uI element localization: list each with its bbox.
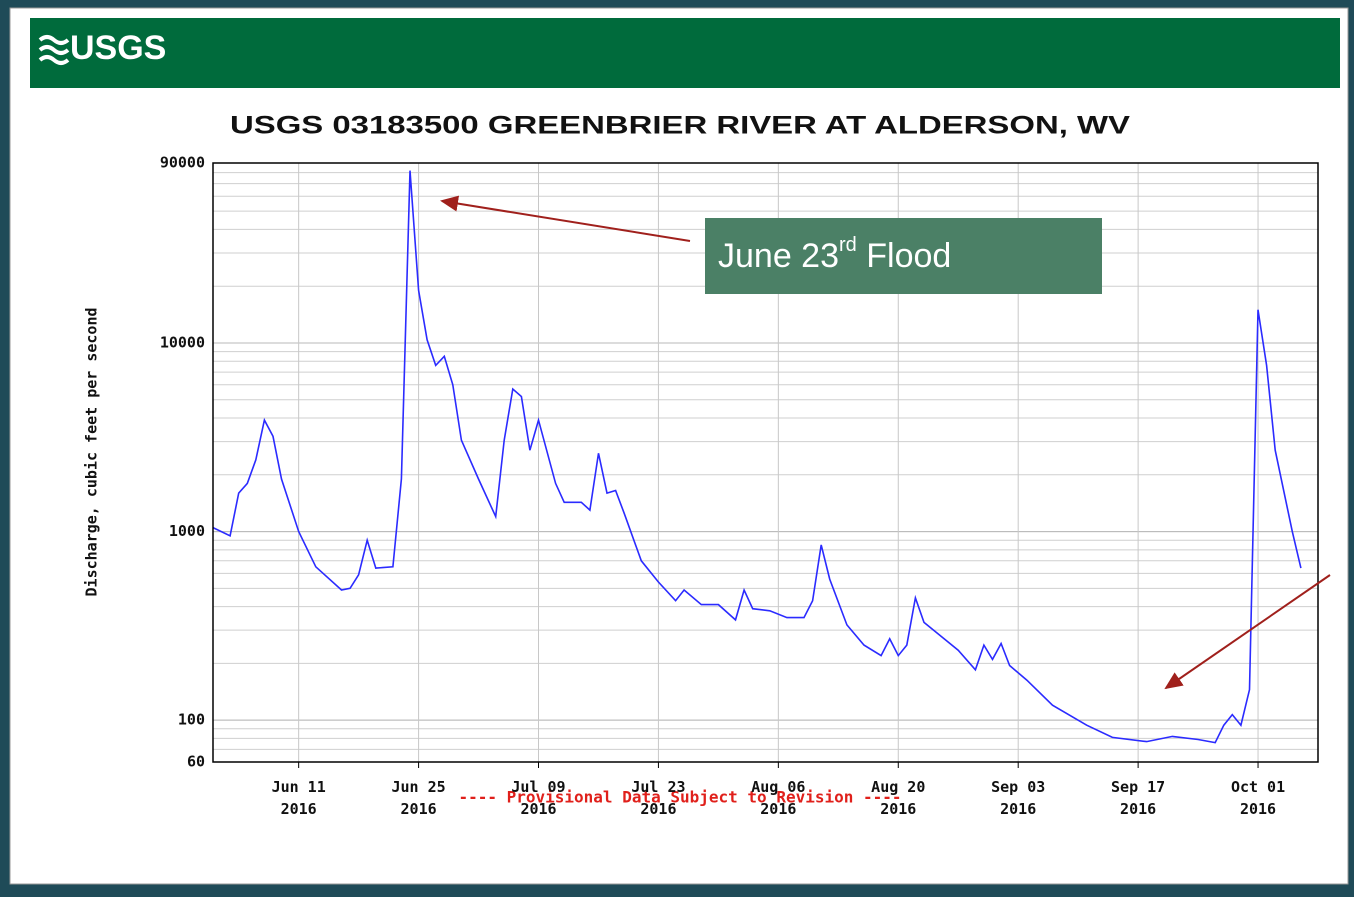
- x-tick-label: Oct 01 2016: [1231, 778, 1285, 818]
- annotation-box: [705, 218, 1102, 294]
- x-tick-label: Aug 20 2016: [871, 778, 925, 818]
- x-tick-label-line: 2016: [401, 800, 437, 818]
- x-tick-label-line: Jul 23: [631, 778, 685, 796]
- x-tick-label-line: Sep 17: [1111, 778, 1165, 796]
- y-tick-label: 100: [178, 711, 205, 729]
- y-tick-label: 60: [187, 753, 205, 771]
- logo-waves: [38, 35, 70, 65]
- x-tick-label-line: Sep 03: [991, 778, 1045, 796]
- y-tick-label: 1000: [169, 522, 205, 540]
- logo: USGS: [70, 29, 166, 67]
- x-tick-label: Jun 11 2016: [272, 778, 326, 818]
- footer-note: ---- Provisional Data Subject to Revisio…: [458, 788, 901, 807]
- y-axis-label: Discharge, cubic feet per second: [83, 308, 101, 597]
- annotation-sup: rd: [839, 234, 857, 256]
- x-tick-label: Sep 03 2016: [991, 778, 1045, 818]
- x-tick-label-line: Oct 01: [1231, 778, 1285, 796]
- chart-title: USGS 03183500 GREENBRIER RIVER AT ALDERS…: [230, 112, 1130, 140]
- x-tick-label-line: 2016: [281, 800, 317, 818]
- x-tick-label: Sep 17 2016: [1111, 778, 1165, 818]
- annotation-text: June 23: [718, 237, 839, 275]
- annotation: June 23rd Flood: [718, 234, 951, 275]
- x-tick-label-line: 2016: [640, 800, 676, 818]
- arrow: [1164, 574, 1331, 690]
- x-tick-label-line: 2016: [1000, 800, 1036, 818]
- data-line: [212, 170, 1302, 744]
- header-bar: [30, 18, 1340, 88]
- x-tick-label-line: 2016: [520, 800, 556, 818]
- x-tick-label-line: Jun 11: [272, 778, 326, 796]
- x-tick-label-line: 2016: [1120, 800, 1156, 818]
- y-tick-label: 90000: [160, 154, 205, 172]
- x-tick-label-line: Aug 06: [751, 778, 805, 796]
- x-tick-label-line: Jun 25: [391, 778, 445, 796]
- y-tick-label: 10000: [160, 333, 205, 351]
- grid: [213, 162, 1318, 763]
- x-tick-label-line: 2016: [1240, 800, 1276, 818]
- arrow: [440, 195, 691, 242]
- x-tick-label-line: 2016: [880, 800, 916, 818]
- x-tick-label: Jul 23 2016: [631, 778, 685, 818]
- annotation-text: Flood: [857, 237, 952, 275]
- plot-frame: [212, 162, 1319, 763]
- x-tick-label: Jun 25 2016: [391, 778, 445, 818]
- x-tick-label: Jul 09 2016: [511, 778, 565, 818]
- plot: [212, 170, 1302, 768]
- x-tick-label: Aug 06 2016: [751, 778, 805, 818]
- x-tick-label-line: Jul 09: [511, 778, 565, 796]
- x-tick-label-line: Aug 20: [871, 778, 925, 796]
- x-tick-label-line: 2016: [760, 800, 796, 818]
